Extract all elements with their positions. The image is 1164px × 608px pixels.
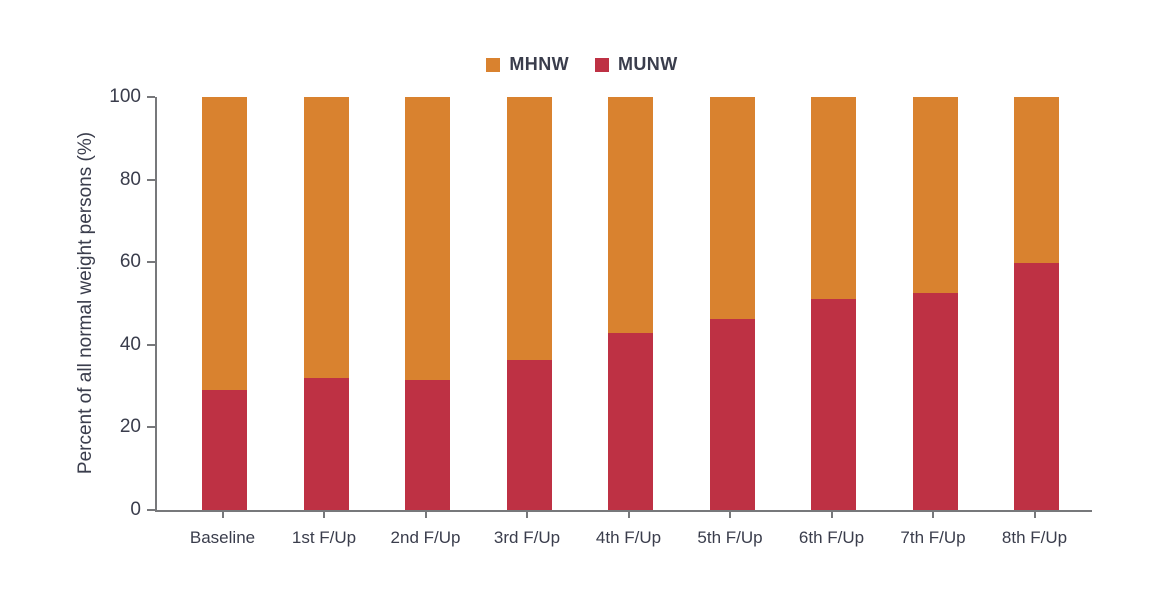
mhnw-color-swatch (486, 57, 501, 72)
bar-segment-mhnw (506, 97, 552, 361)
x-tick-label: 7th F/Up (900, 528, 966, 547)
bar-7th-f-up (912, 97, 958, 510)
bar-segment-mhnw (811, 97, 856, 300)
y-tick-label: 60 (119, 251, 141, 273)
munw-legend-label: MUNW (618, 54, 678, 74)
bar-segment-mhnw (303, 97, 349, 378)
bar-segment-mhnw (709, 97, 755, 319)
x-tick-label: Baseline (189, 528, 256, 547)
bar-segment-mhnw (1014, 97, 1059, 264)
bar-4th-f-up (608, 97, 653, 510)
x-tick-label: 3rd F/Up (493, 528, 561, 547)
legend-item-munw: MUNW (595, 54, 678, 75)
chart-legend: MHNW MUNW (0, 54, 1164, 75)
y-tick-mark (147, 343, 155, 346)
bar-segment-mhnw (912, 97, 958, 294)
x-tick-label: 6th F/Up (798, 528, 865, 547)
bar-segment-mhnw (608, 97, 653, 333)
x-tick-mark (221, 512, 224, 518)
y-tick-label: 40 (119, 333, 141, 355)
plot-area (155, 97, 1092, 512)
y-tick-mark (147, 426, 155, 429)
y-tick-mark (147, 96, 155, 98)
x-tick-mark (1033, 512, 1036, 518)
bar-segment-munw (506, 360, 552, 510)
x-tick-mark (627, 512, 630, 518)
bar-segment-munw (608, 332, 653, 510)
bar-segment-mhnw (202, 97, 247, 391)
bar-5th-f-up (709, 97, 755, 510)
y-tick-label: 80 (119, 168, 141, 190)
x-tick-label: 8th F/Up (1001, 528, 1068, 547)
x-tick-label: 4th F/Up (595, 528, 662, 547)
x-tick-mark (424, 512, 427, 518)
bar-segment-munw (811, 299, 856, 510)
bar-segment-munw (709, 318, 755, 510)
bar-segment-mhnw (405, 97, 450, 380)
y-tick-mark (147, 509, 155, 511)
bar-segment-munw (202, 390, 247, 510)
bar-segment-munw (303, 377, 349, 510)
x-tick-label: 2nd F/Up (390, 528, 461, 547)
y-tick-mark (147, 178, 155, 181)
y-tick-label: 20 (119, 416, 141, 438)
x-tick-mark (526, 512, 528, 518)
x-tick-mark (323, 512, 325, 518)
y-tick-label: 0 (130, 499, 141, 520)
bar-3rd-f-up (506, 97, 552, 510)
x-tick-label: 5th F/Up (697, 528, 763, 547)
x-tick-mark (830, 512, 833, 518)
x-tick-mark (729, 512, 731, 518)
bar-1st-f-up (303, 97, 349, 510)
bar-segment-munw (405, 379, 450, 510)
munw-color-swatch (595, 57, 609, 72)
bar-segment-munw (912, 293, 958, 510)
bar-8th-f-up (1014, 97, 1059, 510)
bar-baseline (202, 97, 247, 510)
bar-6th-f-up (811, 97, 856, 510)
x-tick-label: 1st F/Up (291, 528, 357, 547)
x-tick-mark (932, 512, 934, 518)
y-tick-mark (147, 261, 155, 264)
mhnw-legend-label: MHNW (509, 54, 569, 74)
y-tick-label: 100 (109, 86, 141, 107)
legend-item-mhnw: MHNW (486, 54, 569, 75)
bar-2nd-f-up (405, 97, 450, 510)
bar-segment-munw (1014, 263, 1059, 510)
